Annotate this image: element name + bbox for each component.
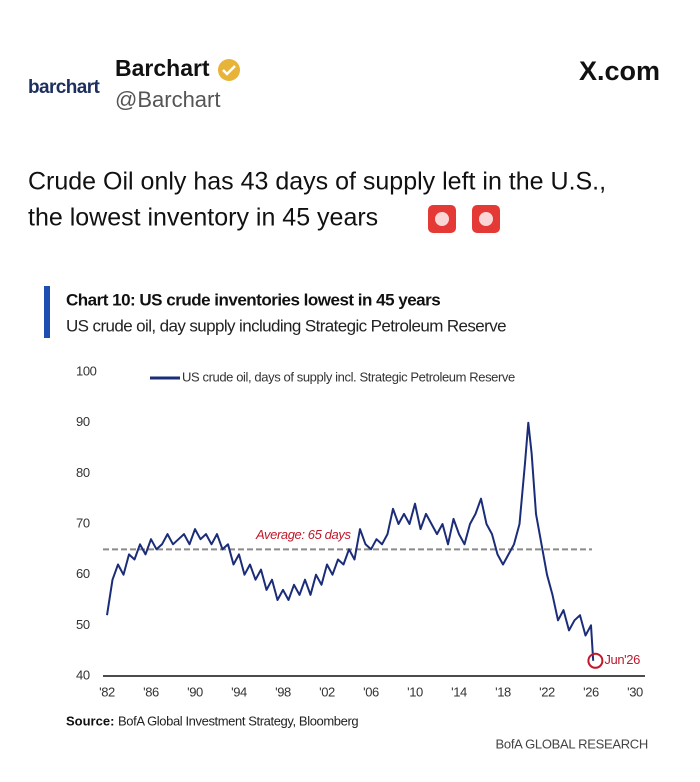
y-tick-label: 50 [76,617,90,632]
verified-badge [218,59,240,81]
siren-emoji [428,205,500,233]
marker-label: Jun'26 [604,652,640,667]
y-tick-label: 60 [76,566,90,581]
source-label: Source: [66,713,114,728]
data-line [106,421,595,661]
x-tick-label: '98 [275,684,291,699]
x-tick-label: '90 [187,684,203,699]
x-tick-label: '02 [319,684,335,699]
post-text: the lowest inventory in 45 years [28,204,378,232]
x-tick-label: '18 [495,684,511,699]
chart-title: Chart 10: US crude inventories lowest in… [66,290,440,309]
chart-subtitle: US crude oil, day supply including Strat… [66,316,506,335]
y-tick-label: 80 [76,465,90,480]
source: BofA Global Investment Strategy, Bloombe… [118,713,358,728]
y-tick-label: 40 [76,667,90,682]
site: X.com [579,56,660,86]
y-tick-label: 90 [76,414,90,429]
y-tick-label: 70 [76,515,90,530]
x-tick-label: '06 [363,684,379,699]
title-accent [44,286,50,338]
x-tick-label: '86 [143,684,159,699]
y-tick-label: 100 [76,363,97,378]
author: Barchart [115,55,210,81]
post-text: Crude Oil only has 43 days of supply lef… [28,168,606,196]
x-tick-label: '14 [451,684,467,699]
x-tick-label: '82 [99,684,115,699]
x-tick-label: '22 [539,684,555,699]
average-label: Average: 65 days [255,527,351,542]
marker [587,652,604,669]
x-tick-label: '10 [407,684,423,699]
x-tick-label: '26 [583,684,599,699]
x-tick-label: '94 [231,684,247,699]
handle: @Barchart [115,87,220,112]
logo: barchart [28,77,101,98]
x-tick-label: '30 [627,684,643,699]
footer: BofA GLOBAL RESEARCH [496,736,648,751]
legend-label: US crude oil, days of supply incl. Strat… [182,369,515,384]
